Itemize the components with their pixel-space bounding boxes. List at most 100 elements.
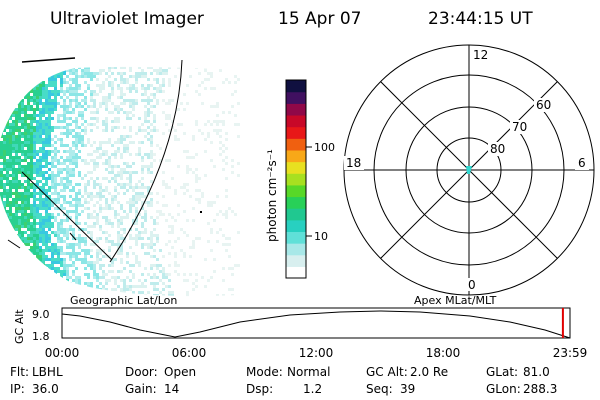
emission-pixel <box>69 225 72 228</box>
emission-pixel <box>105 153 108 156</box>
emission-pixel <box>45 189 48 192</box>
emission-pixel <box>81 240 84 243</box>
emission-pixel <box>21 72 24 75</box>
emission-pixel <box>15 147 18 150</box>
emission-pixel <box>48 111 51 114</box>
emission-pixel <box>36 234 39 237</box>
emission-pixel <box>144 210 147 213</box>
emission-pixel <box>135 255 138 258</box>
emission-pixel <box>210 276 213 279</box>
emission-pixel <box>24 252 27 255</box>
emission-pixel <box>42 216 45 219</box>
emission-pixel <box>159 84 162 87</box>
emission-pixel <box>108 222 111 225</box>
emission-pixel <box>27 132 30 135</box>
emission-pixel <box>33 120 36 123</box>
emission-pixel <box>21 147 24 150</box>
emission-pixel <box>138 117 141 120</box>
emission-pixel <box>207 201 210 204</box>
emission-pixel <box>3 66 6 69</box>
emission-pixel <box>108 69 111 72</box>
emission-pixel <box>27 141 30 144</box>
emission-pixel <box>120 258 123 261</box>
emission-pixel <box>0 195 3 198</box>
emission-pixel <box>57 258 60 261</box>
emission-pixel <box>33 90 36 93</box>
emission-pixel <box>78 228 81 231</box>
emission-pixel <box>60 84 63 87</box>
emission-pixel <box>144 279 147 282</box>
emission-pixel <box>96 150 99 153</box>
emission-pixel <box>99 249 102 252</box>
emission-pixel <box>51 231 54 234</box>
emission-pixel <box>42 288 45 291</box>
emission-pixel <box>57 201 60 204</box>
mlt-label-12: 12 <box>473 48 488 62</box>
emission-pixel <box>27 78 30 81</box>
emission-pixel <box>60 168 63 171</box>
emission-pixel <box>15 276 18 279</box>
emission-pixel <box>3 255 6 258</box>
emission-pixel <box>30 222 33 225</box>
emission-pixel <box>135 102 138 105</box>
emission-pixel <box>138 261 141 264</box>
emission-pixel <box>144 75 147 78</box>
emission-pixel <box>66 177 69 180</box>
emission-pixel <box>75 201 78 204</box>
emission-pixel <box>132 105 135 108</box>
emission-pixel <box>156 210 159 213</box>
emission-pixel <box>90 177 93 180</box>
emission-pixel <box>54 282 57 285</box>
emission-pixel <box>33 231 36 234</box>
emission-pixel <box>129 75 132 78</box>
emission-pixel <box>66 132 69 135</box>
emission-pixel <box>168 78 171 81</box>
emission-pixel <box>60 162 63 165</box>
emission-pixel <box>144 120 147 123</box>
emission-pixel <box>102 87 105 90</box>
emission-pixel <box>39 294 42 297</box>
emission-pixel <box>72 144 75 147</box>
tick-10-label: 10 <box>314 230 328 243</box>
emission-pixel <box>99 84 102 87</box>
emission-pixel <box>12 147 15 150</box>
emission-pixel <box>147 186 150 189</box>
emission-pixel <box>99 69 102 72</box>
emission-pixel <box>45 171 48 174</box>
emission-pixel <box>120 135 123 138</box>
emission-pixel <box>21 93 24 96</box>
emission-pixel <box>75 96 78 99</box>
emission-pixel <box>12 228 15 231</box>
emission-pixel <box>36 198 39 201</box>
emission-pixel <box>45 249 48 252</box>
emission-pixel <box>96 156 99 159</box>
emission-pixel <box>108 99 111 102</box>
emission-pixel <box>183 255 186 258</box>
emission-pixel <box>27 255 30 258</box>
emission-pixel <box>87 87 90 90</box>
emission-pixel <box>120 270 123 273</box>
emission-pixel <box>45 270 48 273</box>
emission-pixel <box>12 87 15 90</box>
emission-pixel <box>216 102 219 105</box>
emission-pixel <box>129 174 132 177</box>
emission-pixel <box>225 243 228 246</box>
emission-pixel <box>18 219 21 222</box>
emission-pixel <box>15 90 18 93</box>
emission-pixel <box>93 195 96 198</box>
emission-pixel <box>117 246 120 249</box>
emission-pixel <box>51 126 54 129</box>
emission-pixel <box>96 222 99 225</box>
emission-pixel <box>171 177 174 180</box>
emission-pixel <box>33 258 36 261</box>
emission-pixel <box>63 267 66 270</box>
emission-pixel <box>234 75 237 78</box>
emission-pixel <box>165 273 168 276</box>
emission-pixel <box>33 204 36 207</box>
emission-pixel <box>87 273 90 276</box>
emission-pixel <box>195 168 198 171</box>
emission-pixel <box>111 177 114 180</box>
emission-pixel <box>126 252 129 255</box>
emission-pixel <box>30 84 33 87</box>
emission-pixel <box>21 213 24 216</box>
